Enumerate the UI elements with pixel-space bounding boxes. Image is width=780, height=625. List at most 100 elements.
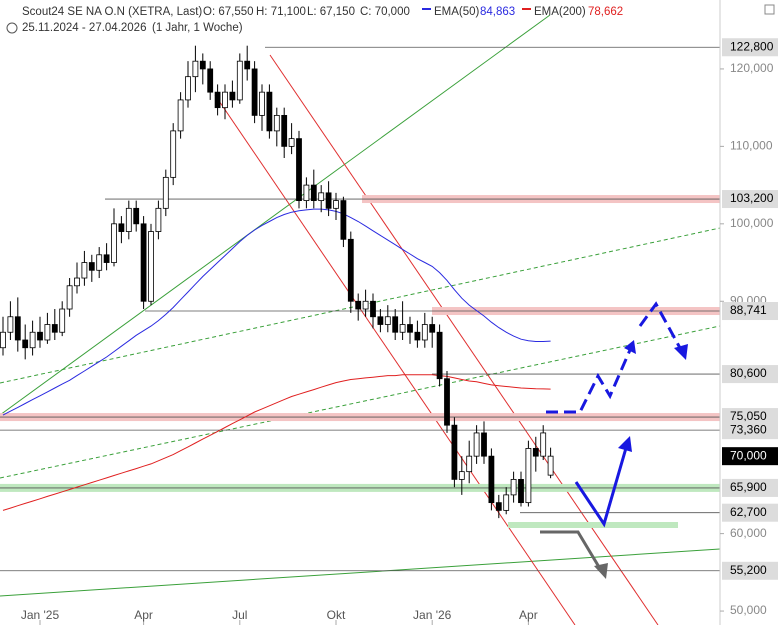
arrow-head xyxy=(674,344,688,360)
arrow-head xyxy=(594,563,608,579)
level-label: 73,360 xyxy=(730,422,767,436)
candle-body xyxy=(362,300,369,310)
ema-line xyxy=(2,208,551,416)
checkbox[interactable] xyxy=(764,4,775,15)
candle-body xyxy=(22,339,29,349)
level-box xyxy=(722,447,778,466)
candle-body xyxy=(222,91,228,109)
arrow xyxy=(540,530,604,573)
level-box xyxy=(722,478,778,497)
legend-swatch xyxy=(422,8,431,10)
x-tick-label: Jul xyxy=(232,608,247,622)
level-box xyxy=(722,38,778,57)
y-tick-label: 50,000 xyxy=(730,603,767,617)
candle-body xyxy=(81,262,88,279)
candle-body xyxy=(525,448,532,504)
candle-body xyxy=(59,308,66,333)
y-tick-label: 110,000 xyxy=(730,139,773,153)
candle-body xyxy=(347,238,354,302)
candle-body xyxy=(155,207,162,232)
candle-body xyxy=(333,200,339,209)
level-box xyxy=(722,561,778,580)
y-tick-label: 120,000 xyxy=(730,61,774,75)
legend-swatch xyxy=(522,8,531,10)
trend-line xyxy=(214,94,576,625)
candle-body xyxy=(244,60,251,70)
annotations xyxy=(508,301,688,579)
legend-label: EMA(50) xyxy=(434,6,480,18)
candle-body xyxy=(229,91,236,101)
candle-body xyxy=(488,455,495,504)
candle-body xyxy=(540,432,547,457)
legend-value: 84,863 xyxy=(480,6,515,18)
candle-body xyxy=(0,331,6,349)
legend-value: 78,662 xyxy=(588,6,623,18)
level-label: 103,200 xyxy=(730,191,774,205)
candle-body xyxy=(473,432,480,457)
clock-icon xyxy=(6,22,18,34)
candle-body xyxy=(466,455,473,473)
candle-body xyxy=(44,324,51,341)
candle-body xyxy=(125,207,132,232)
candle-body xyxy=(185,76,191,101)
candle-body xyxy=(207,68,214,93)
candle-body xyxy=(74,277,80,287)
candle-body xyxy=(37,331,43,341)
candle-body xyxy=(214,91,221,109)
ohlc: C: 70,000 xyxy=(360,6,410,18)
candle-body xyxy=(510,478,517,496)
trend-line xyxy=(0,227,721,384)
candle-body xyxy=(96,254,103,271)
candle-body xyxy=(103,254,110,263)
candle-body xyxy=(377,316,384,325)
candle-body xyxy=(414,331,421,341)
level-label: 65,900 xyxy=(730,480,767,494)
candle-body xyxy=(66,285,73,310)
candle-body xyxy=(436,331,443,380)
candle-body xyxy=(177,99,184,132)
legend-label: EMA(200) xyxy=(534,6,586,18)
level-box xyxy=(722,365,778,384)
candle-body xyxy=(133,207,140,225)
candle-body xyxy=(310,184,317,201)
candle-body xyxy=(7,316,14,333)
candle-body xyxy=(547,455,554,476)
x-tick-label: Jan '25 xyxy=(21,608,60,622)
level-label: 75,050 xyxy=(730,409,767,423)
ohlc: O: 67,550 xyxy=(203,6,254,18)
title: Scout24 SE NA O.N (XETRA, Last) xyxy=(22,6,202,18)
candle-body xyxy=(384,316,391,325)
candle-body xyxy=(318,192,325,201)
y-tick-label: 100,000 xyxy=(730,216,774,230)
target-zone xyxy=(508,522,678,528)
arrow xyxy=(546,349,632,414)
candle-body xyxy=(495,502,502,511)
trend-lines xyxy=(0,14,721,625)
candle-body xyxy=(296,138,302,201)
candle-body xyxy=(14,316,21,341)
arrow xyxy=(574,447,628,528)
candle-body xyxy=(288,138,295,147)
candle-body xyxy=(503,494,510,511)
header: Scout24 SE NA O.N (XETRA, Last) O: 67,55… xyxy=(6,4,775,34)
level-label: 62,700 xyxy=(730,505,767,519)
candle-body xyxy=(532,448,539,457)
candle-body xyxy=(111,223,117,263)
candle-body xyxy=(118,223,125,232)
candle-body xyxy=(148,231,154,302)
candle-body xyxy=(140,223,147,302)
candle-body xyxy=(192,60,199,78)
candle-body xyxy=(392,316,399,333)
candle-body xyxy=(325,192,332,209)
candle-body xyxy=(444,378,450,426)
candle-body xyxy=(429,324,436,333)
candle-body xyxy=(259,91,265,116)
x-tick-label: Jan '26 xyxy=(413,608,452,622)
arrow-head xyxy=(618,436,632,452)
candle-body xyxy=(199,60,206,70)
candle-body xyxy=(281,114,288,147)
level-label: 80,600 xyxy=(730,366,767,380)
candle-body xyxy=(355,300,362,310)
x-tick-label: Apr xyxy=(519,608,538,622)
level-box xyxy=(722,421,778,440)
